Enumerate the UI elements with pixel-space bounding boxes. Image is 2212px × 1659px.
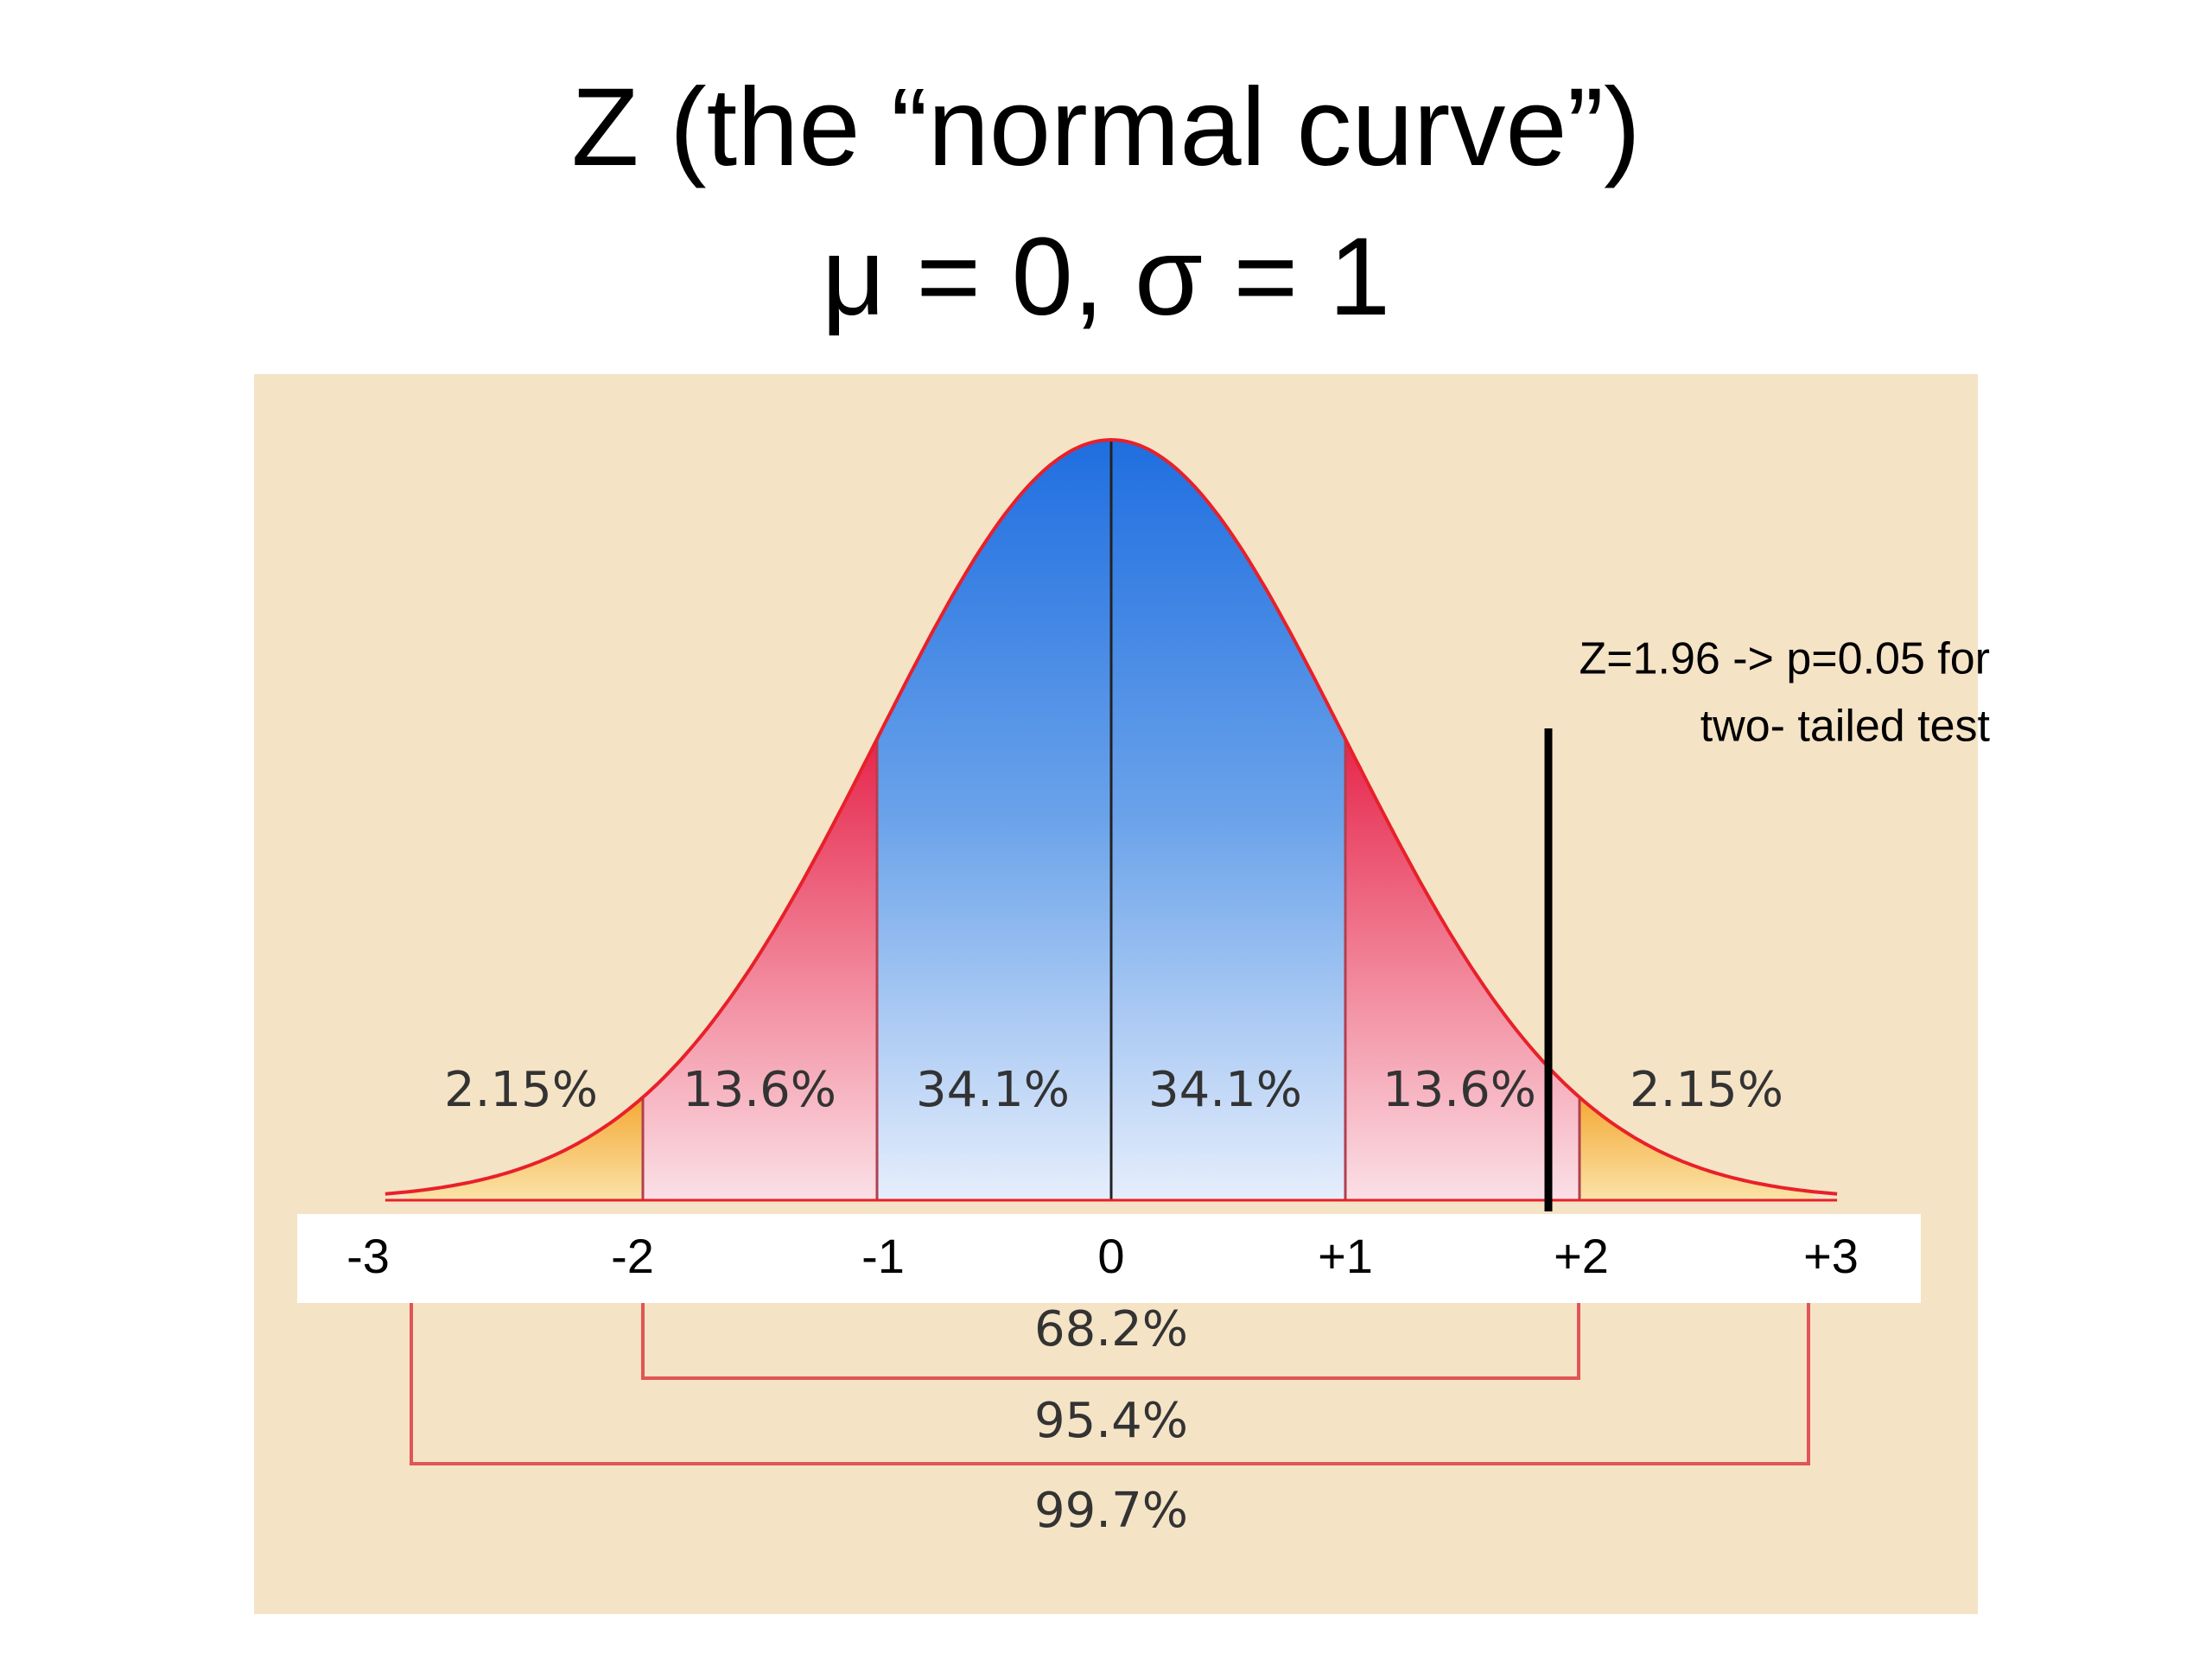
region bbox=[1580, 1096, 1814, 1200]
region bbox=[1111, 440, 1345, 1200]
axis-strip bbox=[297, 1214, 1921, 1303]
bracket-label: 95.4% bbox=[1034, 1393, 1188, 1449]
bracket-label: 99.7% bbox=[1034, 1483, 1188, 1539]
bracket-label: 68.2% bbox=[1034, 1301, 1188, 1357]
region-label: 2.15% bbox=[444, 1062, 598, 1118]
title-line-1: Z (the “normal curve”) bbox=[571, 66, 1641, 189]
axis-label: +3 bbox=[1803, 1229, 1859, 1283]
axis-label: -3 bbox=[346, 1229, 390, 1283]
region bbox=[877, 440, 1111, 1200]
region bbox=[409, 1096, 643, 1200]
region-label: 13.6% bbox=[1382, 1062, 1536, 1118]
bracket-2sd bbox=[641, 1303, 1580, 1380]
axis-label: 0 bbox=[1097, 1229, 1124, 1283]
axis-label: -1 bbox=[861, 1229, 905, 1283]
region-label: 2.15% bbox=[1630, 1062, 1783, 1118]
bracket-3sd bbox=[410, 1303, 1810, 1465]
brackets bbox=[410, 1303, 1810, 1465]
axis-label: +1 bbox=[1318, 1229, 1373, 1283]
title-line-2: μ = 0, σ = 1 bbox=[822, 215, 1390, 339]
curve-outline bbox=[385, 437, 1838, 1196]
axis-label: -2 bbox=[611, 1229, 654, 1283]
normal-curve bbox=[385, 437, 1838, 1202]
region-label: 34.1% bbox=[1148, 1062, 1302, 1118]
annotation-line-2: two- tailed test bbox=[1700, 702, 1991, 752]
region-label: 34.1% bbox=[916, 1062, 1070, 1118]
region-label: 13.6% bbox=[683, 1062, 836, 1118]
axis-label: +2 bbox=[1554, 1229, 1609, 1283]
annotation-line-1: Z=1.96 -> p=0.05 for bbox=[1579, 634, 1990, 684]
